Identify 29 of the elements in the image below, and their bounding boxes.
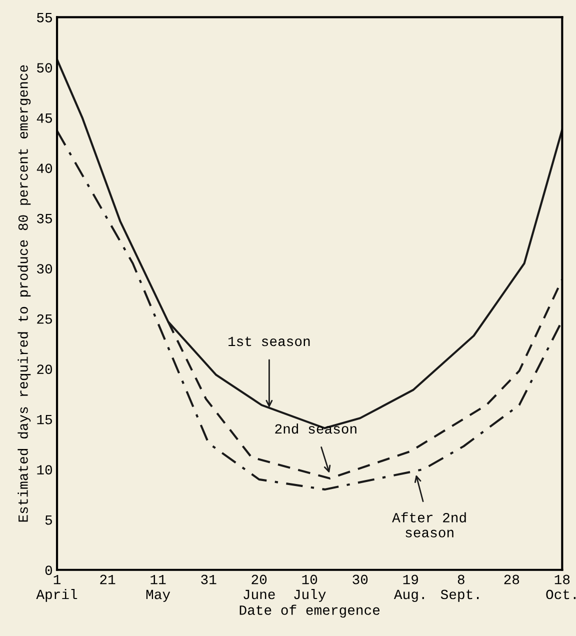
x-tick-label: 28 [504, 574, 520, 584]
annotation: 2nd season [275, 423, 356, 434]
y-tick-label: 55 [37, 13, 52, 22]
line-series [57, 130, 562, 491]
x-tick-label: 1 April [36, 574, 78, 602]
y-tick-label: 10 [37, 465, 52, 475]
x-tick-label: 21 [100, 574, 116, 584]
x-tick-label: 8 Sept. [440, 574, 479, 602]
y-tick-label: 20 [37, 364, 52, 374]
y-tick-label: 50 [37, 63, 52, 73]
x-tick-label: 18 Oct. [546, 574, 576, 600]
y-tick-label: 5 [45, 515, 52, 525]
y-tick-label: 0 [45, 566, 52, 576]
y-axis-title: Estimated days required to produce 80 percent emergence [18, 65, 31, 522]
y-tick-label: 40 [36, 164, 52, 174]
x-tick-label: 19 Aug. [394, 574, 424, 602]
x-tick-label: 20 June [244, 574, 275, 600]
x-axis-title: Date of emergence [240, 604, 380, 618]
y-tick-label: 15 [37, 415, 52, 424]
annotation: After 2nd season [392, 512, 466, 538]
x-tick-label: 11 May [146, 574, 170, 602]
y-tick-label: 45 [36, 114, 52, 123]
x-tick-label: 30 [352, 574, 368, 584]
y-tick-label: 35 [37, 214, 52, 224]
y-tick-label: 30 [37, 264, 52, 274]
annotation: 1st season [228, 336, 310, 346]
x-tick-label: 31 [201, 574, 216, 584]
x-tick-label: 10 July [294, 574, 326, 602]
y-tick-label: 25 [37, 314, 52, 324]
